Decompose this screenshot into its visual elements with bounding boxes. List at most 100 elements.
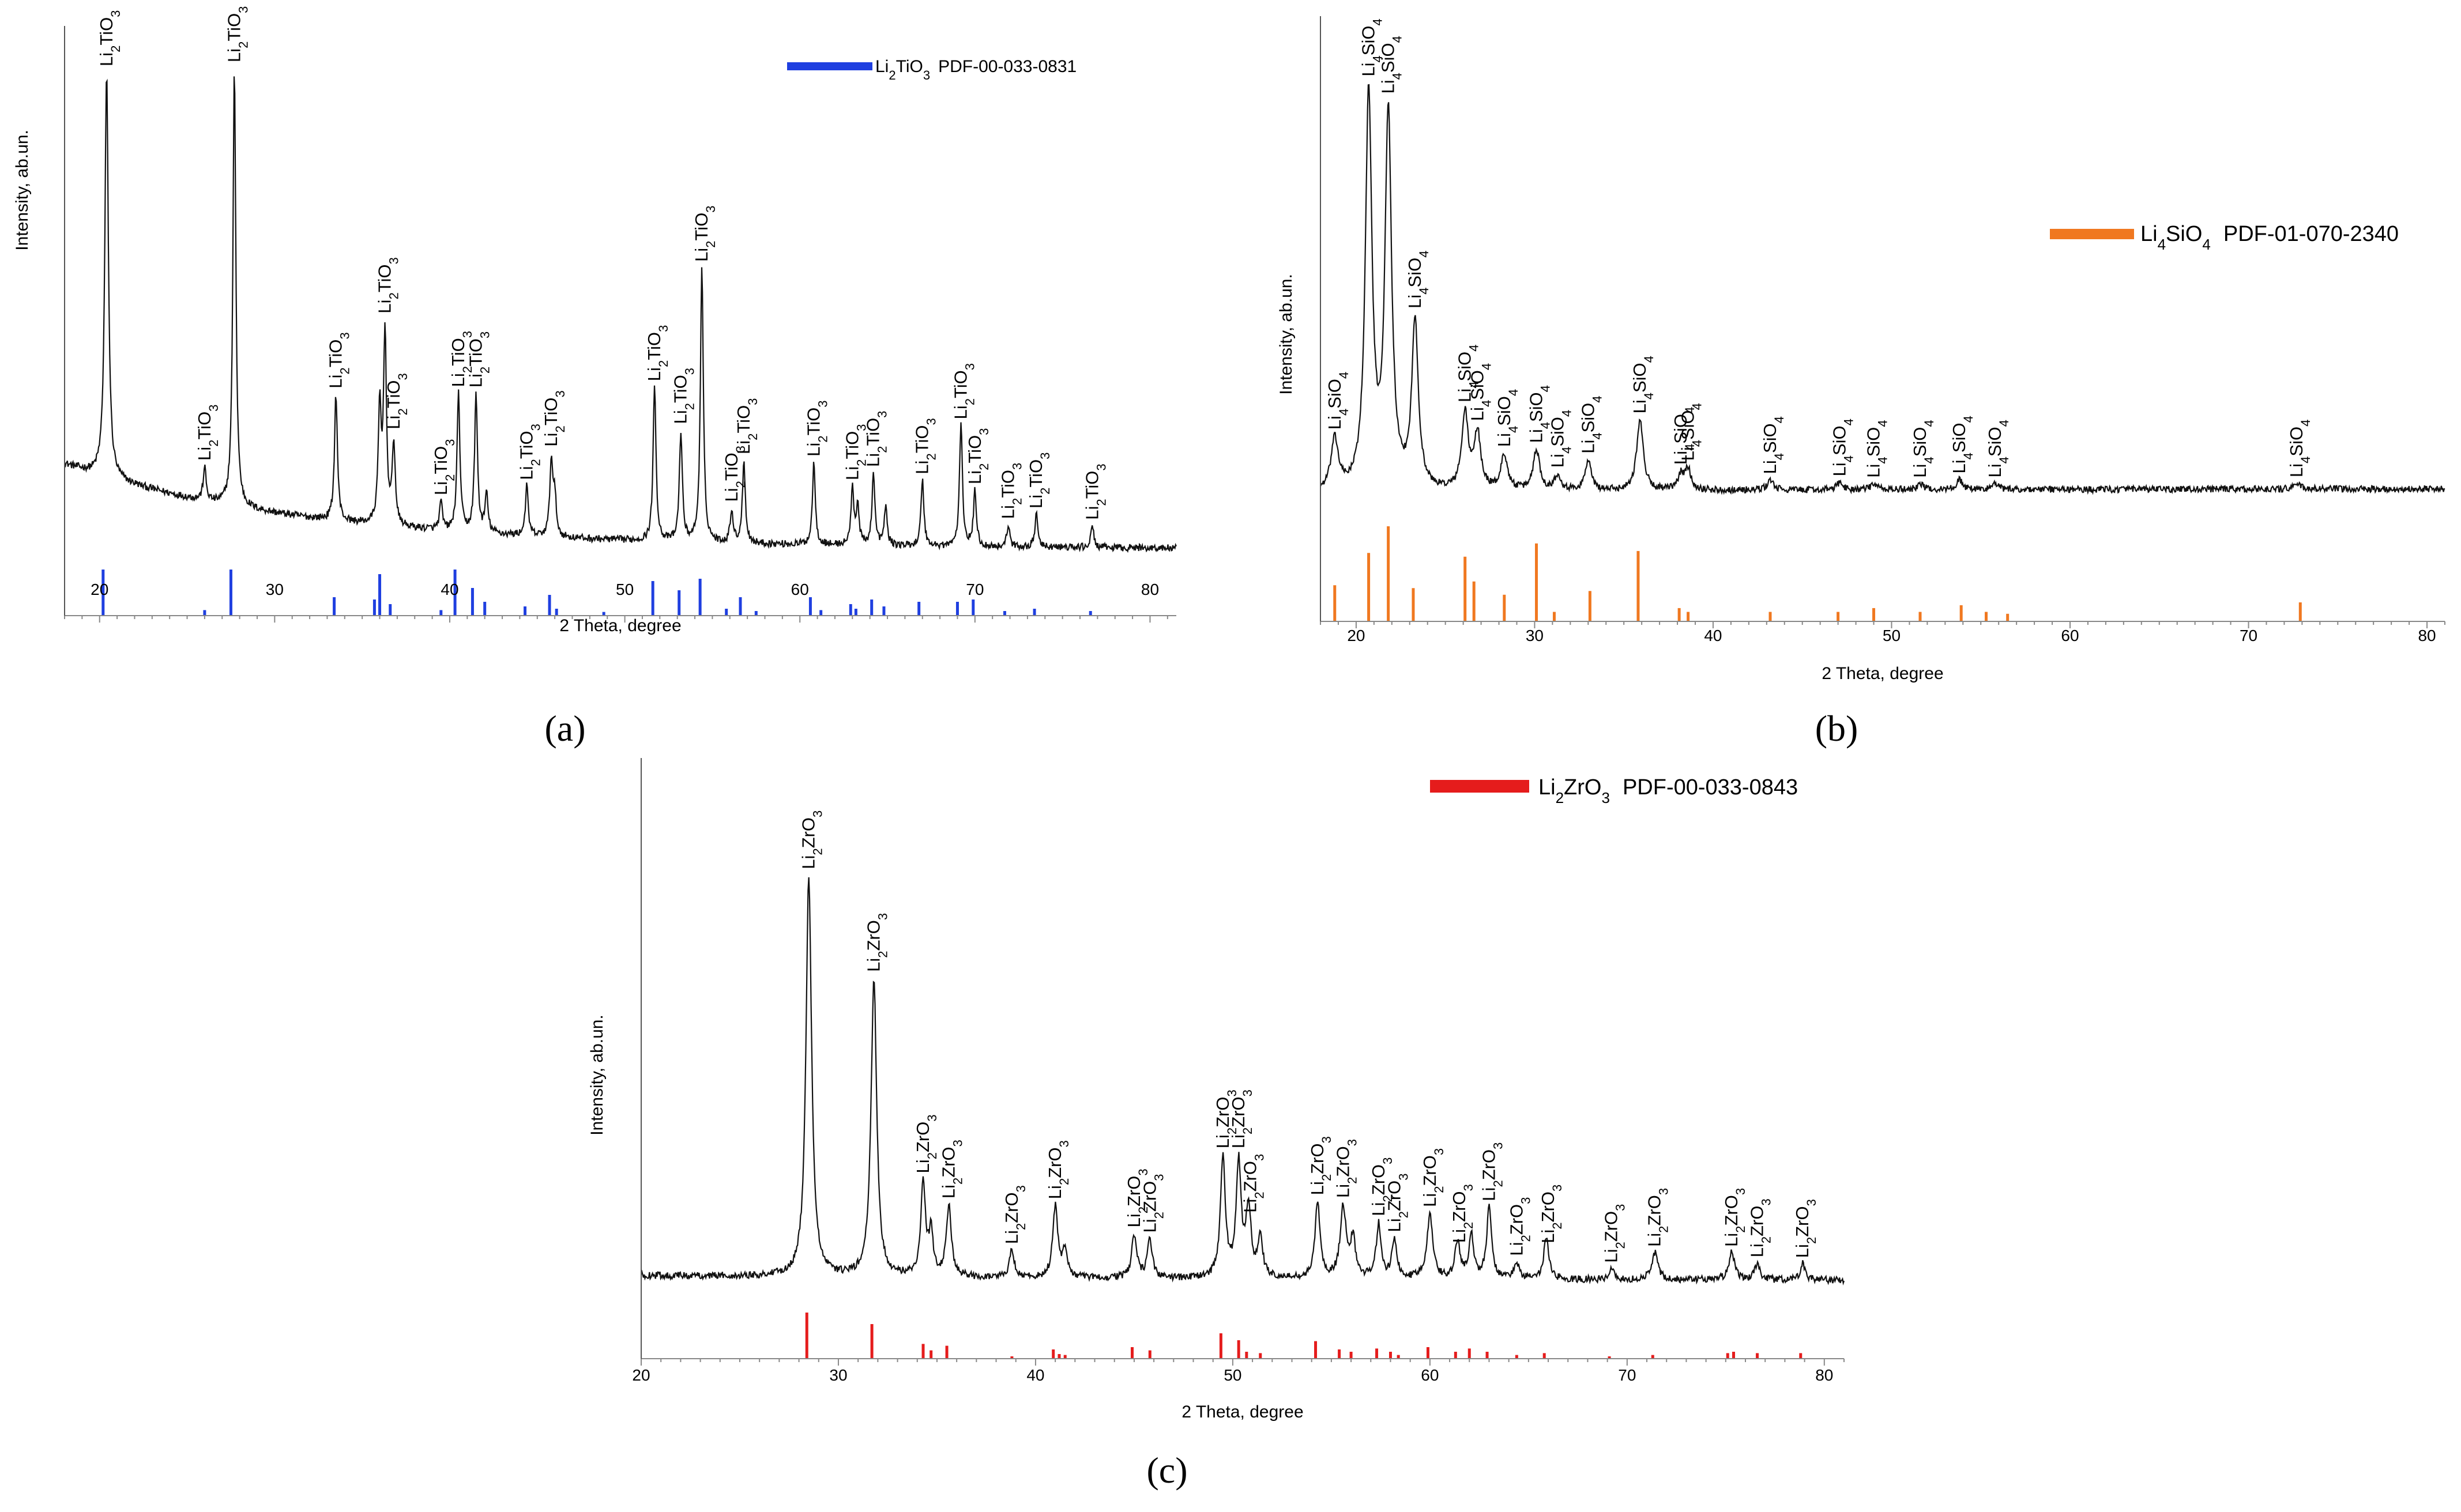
- x-tick-label: 80: [2418, 627, 2436, 644]
- peak-label: Li2ZrO3: [1449, 1184, 1476, 1243]
- peak-label: Li4SiO4: [1324, 372, 1351, 429]
- peak-label: Li4SiO4: [1910, 420, 1936, 477]
- panel-a-x-axis-label: 2 Theta, degree: [559, 616, 681, 635]
- peak-label: Li4SiO4: [1578, 395, 1604, 453]
- peak-label: Li2TiO3: [733, 398, 760, 454]
- panel-c-diffraction-trace: [640, 877, 1845, 1285]
- x-tick-label: 80: [1815, 1366, 1833, 1384]
- panel-b-legend: Li4SiO4 PDF-01-070-2340: [2050, 222, 2399, 253]
- peak-label: Li2ZrO3: [913, 1114, 939, 1173]
- peak-label: Li2ZrO3: [1333, 1139, 1359, 1198]
- x-tick-label: 20: [632, 1366, 650, 1384]
- peak-label: Li2TiO3: [842, 424, 868, 480]
- peak-label: Li4SiO4: [1455, 345, 1481, 402]
- panel-b-diffraction-trace: [1319, 84, 2445, 495]
- peak-label: Li2ZrO3: [1124, 1168, 1150, 1227]
- panel-a-legend-swatch: [787, 62, 872, 70]
- peak-label: Li2ZrO3: [1506, 1197, 1533, 1256]
- peak-label: Li2TiO3: [541, 390, 567, 446]
- x-tick-label: 80: [1141, 580, 1159, 598]
- x-tick-label: 60: [1421, 1366, 1439, 1384]
- peak-label: Li2ZrO3: [1002, 1185, 1028, 1244]
- peak-label: Li4SiO4: [1405, 251, 1431, 308]
- peak-label: Li4SiO4: [2286, 420, 2313, 477]
- panel-c-x-axis-label: 2 Theta, degree: [1181, 1402, 1303, 1421]
- x-tick-label: 50: [616, 580, 634, 598]
- peak-label: Li2TiO3: [448, 331, 475, 387]
- peak-label: Li2ZrO3: [864, 913, 890, 972]
- peak-label: Li4SiO4: [1526, 385, 1553, 443]
- peak-label: Li4SiO4: [1985, 420, 2011, 477]
- peak-label: Li2ZrO3: [1384, 1173, 1410, 1232]
- x-tick-label: 60: [2061, 627, 2079, 644]
- peak-label: Li2TiO3: [375, 257, 401, 313]
- panel-c-reference-pattern: [805, 1313, 1803, 1359]
- panel-b-label: (b): [1815, 708, 1858, 749]
- peak-label: Li2TiO3: [326, 332, 352, 388]
- panel-a-label: (a): [544, 708, 585, 749]
- panel-c-legend-label: Li2ZrO3 PDF-00-033-0843: [1538, 775, 1798, 806]
- peak-label: Li4SiO4: [1467, 363, 1493, 421]
- x-tick-label: 20: [91, 580, 108, 598]
- x-tick-label: 40: [441, 580, 458, 598]
- peak-label: Li2TiO3: [517, 424, 543, 480]
- panel-a-diffraction-trace: [64, 76, 1177, 553]
- panel-b-y-axis-label: Intensity, ab.un.: [1277, 274, 1296, 395]
- peak-label: Li2TiO3: [466, 331, 492, 387]
- x-tick-label: 60: [791, 580, 809, 598]
- panel-b-x-axis-label: 2 Theta, degree: [1822, 664, 1943, 683]
- x-tick-label: 70: [2240, 627, 2257, 644]
- peak-label: Li2TiO3: [863, 411, 890, 467]
- peak-label: Li4SiO4: [1830, 418, 1856, 476]
- peak-label: Li2ZrO3: [1307, 1136, 1334, 1195]
- peak-label: Li4SiO4: [1864, 420, 1890, 477]
- panel-c-y-axis-label: Intensity, ab.un.: [588, 1015, 607, 1136]
- peak-label: Li4SiO4: [1494, 389, 1521, 447]
- peak-label: Li2ZrO3: [1139, 1174, 1166, 1232]
- panel-a-y-axis-label: Intensity, ab.un.: [13, 130, 32, 251]
- peak-label: Li2ZrO3: [1420, 1148, 1446, 1207]
- peak-label: Li2ZrO3: [1721, 1188, 1748, 1247]
- panel-b-legend-swatch: [2050, 229, 2134, 239]
- peak-label: Li2TiO3: [951, 363, 977, 419]
- peak-label: Li2ZrO3: [1228, 1089, 1255, 1148]
- peak-label: Li4SiO4: [1949, 416, 1975, 473]
- peak-label: Li2ZrO3: [1240, 1154, 1267, 1213]
- x-tick-label: 30: [266, 580, 284, 598]
- peak-label: Li2TiO3: [96, 10, 123, 66]
- peak-label: Li2TiO3: [644, 325, 671, 381]
- peak-label: Li2TiO3: [224, 6, 251, 62]
- peak-label: Li4SiO4: [1378, 36, 1405, 93]
- panel-a-chart: Li2TiO3Li2TiO3Li2TiO3Li2TiO3Li2TiO3Li2Ti…: [13, 6, 1177, 749]
- panel-c-label: (c): [1146, 1450, 1187, 1491]
- peak-label: Li2TiO3: [721, 446, 748, 502]
- x-tick-label: 50: [1883, 627, 1901, 644]
- panel-a-peak-labels: Li2TiO3Li2TiO3Li2TiO3Li2TiO3Li2TiO3Li2Ti…: [96, 6, 1108, 520]
- panel-b-legend-label: Li4SiO4 PDF-01-070-2340: [2140, 222, 2399, 253]
- peak-label: Li2TiO3: [431, 439, 457, 495]
- peak-label: Li2ZrO3: [939, 1140, 965, 1198]
- peak-label: Li2ZrO3: [1601, 1204, 1628, 1263]
- x-tick-label: 70: [1618, 1366, 1636, 1384]
- peak-label: Li2TiO3: [671, 368, 697, 424]
- x-tick-label: 30: [829, 1366, 847, 1384]
- panel-c-legend: Li2ZrO3 PDF-00-033-0843: [1430, 775, 1798, 806]
- peak-label: Li2ZrO3: [1213, 1089, 1239, 1148]
- x-tick-label: 50: [1224, 1366, 1241, 1384]
- peak-label: Li2TiO3: [998, 463, 1025, 519]
- peak-label: Li2ZrO3: [1479, 1143, 1506, 1201]
- peak-label: Li2ZrO3: [1792, 1199, 1819, 1258]
- panel-b-reference-pattern: [1333, 526, 2302, 621]
- peak-label: Li4SiO4: [1548, 410, 1574, 467]
- peak-label: Li2ZrO3: [799, 810, 825, 869]
- x-tick-label: 30: [1526, 627, 1544, 644]
- peak-label: Li2TiO3: [912, 418, 939, 474]
- peak-label: Li4SiO4: [1678, 403, 1704, 461]
- panel-b-chart: Li4SiO4Li4SiO4Li4SiO4Li4SiO4Li4SiO4Li4Si…: [1277, 16, 2445, 749]
- panel-b-x-ticks: 20 30 40 50 60 70 80: [1320, 621, 2445, 644]
- peak-label: Li2ZrO3: [1747, 1198, 1774, 1257]
- panel-a-x-ticks: 20 30 40 50 60 70 80: [64, 580, 1168, 623]
